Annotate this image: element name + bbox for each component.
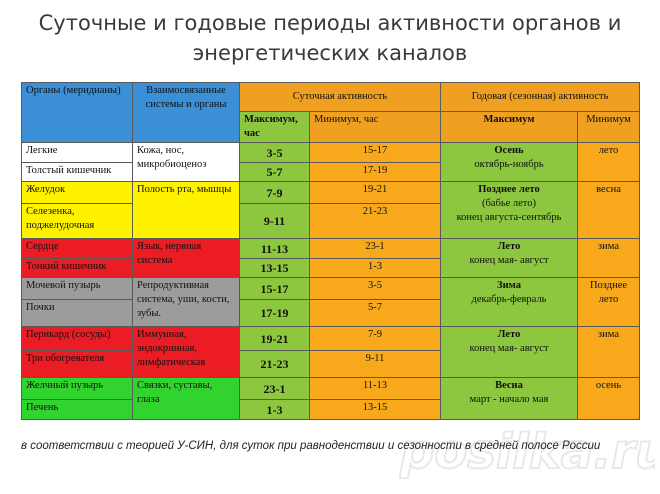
season-name: Весна xyxy=(495,380,523,391)
season-name: Лето xyxy=(497,241,521,252)
daily-min-cell: 23-1 xyxy=(309,238,441,259)
table-row: Желчный пузырь Связки, суставы, глаза 23-1… xyxy=(21,377,640,420)
table-row: Селезенка, поджелудочная 9-11 21-23 xyxy=(21,203,640,239)
daily-min-cell: 11-13 xyxy=(309,377,441,400)
daily-max-cell: 1-3 xyxy=(239,399,310,420)
season-max-cell: Позднее лето (бабье лето) конец августа-се… xyxy=(440,181,578,239)
header-organs: Органы (меридианы) xyxy=(21,82,133,143)
table-row: Три обогревателя 21-23 9-11 xyxy=(21,350,640,378)
daily-min-cell: 9-11 xyxy=(309,350,441,378)
activity-table-body: Органы (меридианы) Взаимосвязанные систе… xyxy=(21,82,640,420)
organ-cell: Три обогревателя xyxy=(21,350,133,378)
daily-min-cell: 13-15 xyxy=(309,399,441,420)
title-line-2: энергетических каналов xyxy=(192,41,468,65)
activity-table: Органы (меридианы) Взаимосвязанные систе… xyxy=(21,82,640,420)
related-systems-cell: Связки, суставы, глаза xyxy=(132,377,240,420)
season-min-cell: зима xyxy=(577,326,640,378)
daily-min-cell: 5-7 xyxy=(309,299,441,327)
season-range: октябрь-ноябрь xyxy=(474,159,544,170)
season-min-cell: осень xyxy=(577,377,640,420)
daily-max-cell: 7-9 xyxy=(239,181,310,204)
organ-cell: Перикард (сосуды) xyxy=(21,326,133,351)
header-daily-max: Максимум, час xyxy=(239,111,310,143)
season-range: конец мая- август xyxy=(469,343,549,354)
header-daily-min: Минимум, час xyxy=(309,111,441,143)
related-systems-cell: Репродуктивная система, уши, кости, зубы… xyxy=(132,277,240,327)
page-title: Суточные и годовые периоды активности ор… xyxy=(0,8,660,68)
season-range: конец августа-сентябрь xyxy=(456,212,562,223)
season-min-cell: лето xyxy=(577,142,640,182)
daily-min-cell: 1-3 xyxy=(309,258,441,278)
table-row: Легкие Кожа, нос, микробиоценоз 3-5 15-17 Ос… xyxy=(21,142,640,182)
season-min-cell: зима xyxy=(577,238,640,278)
season-name: Зима xyxy=(497,280,521,291)
daily-max-cell: 21-23 xyxy=(239,350,310,378)
watermark-text: posilka.ru xyxy=(399,424,655,480)
season-range: декабрь-февраль xyxy=(471,294,547,305)
season-range: конец мая- август xyxy=(469,255,549,266)
season-min-cell: весна xyxy=(577,181,640,239)
table-row: Желудок Полость рта, мышцы 7-9 19-21 Позднее… xyxy=(21,181,640,239)
related-systems-cell: Кожа, нос, микробиоценоз xyxy=(132,142,240,182)
footer-note: в соответствии с теорией У-СИН, для суто… xyxy=(21,440,601,452)
related-systems-cell: Полость рта, мышцы xyxy=(132,181,240,239)
daily-max-cell: 11-13 xyxy=(239,238,310,259)
organ-cell: Легкие xyxy=(21,142,133,163)
daily-max-cell: 9-11 xyxy=(239,203,310,239)
daily-min-cell: 7-9 xyxy=(309,326,441,351)
watermark-logo: posilka.ru xyxy=(398,423,655,481)
season-name: Лето xyxy=(497,329,521,340)
organ-cell: Желчный пузырь xyxy=(21,377,133,400)
table-row: Печень 1-3 13-15 xyxy=(21,399,640,420)
organ-cell: Печень xyxy=(21,399,133,420)
season-max-cell: Лето конец мая- август xyxy=(440,238,578,278)
header-daily: Суточная активность xyxy=(239,82,441,112)
daily-max-cell: 15-17 xyxy=(239,277,310,300)
organ-cell: Тонкий кишечник xyxy=(21,258,133,278)
season-max-cell: Осень октябрь-ноябрь xyxy=(440,142,578,182)
title-line-1: Суточные и годовые периоды активности ор… xyxy=(38,11,622,35)
daily-max-cell: 3-5 xyxy=(239,142,310,163)
header-yearly-max: Максимум xyxy=(440,111,578,143)
organ-cell: Мочевой пузырь xyxy=(21,277,133,300)
organ-cell: Селезенка, поджелудочная xyxy=(21,203,133,239)
season-min-cell: Позднее лето xyxy=(577,277,640,327)
header-yearly: Годовая (сезонная) активность xyxy=(440,82,640,112)
organ-cell: Толстый кишечник xyxy=(21,162,133,182)
daily-max-cell: 17-19 xyxy=(239,299,310,327)
table-row: Почки 17-19 5-7 xyxy=(21,299,640,327)
related-systems-cell: Язык, нервная система xyxy=(132,238,240,278)
season-name: Позднее лето xyxy=(478,184,540,195)
table-row: Перикард (сосуды) Иммунная, эндокринная, … xyxy=(21,326,640,378)
daily-min-cell: 21-23 xyxy=(309,203,441,239)
daily-max-cell: 19-21 xyxy=(239,326,310,351)
organ-cell: Почки xyxy=(21,299,133,327)
daily-min-cell: 15-17 xyxy=(309,142,441,163)
daily-min-cell: 3-5 xyxy=(309,277,441,300)
season-extra: (бабье лето) xyxy=(481,198,536,209)
organ-cell: Сердце xyxy=(21,238,133,259)
season-max-cell: Весна март - начало мая xyxy=(440,377,578,420)
daily-max-cell: 23-1 xyxy=(239,377,310,400)
daily-min-cell: 17-19 xyxy=(309,162,441,182)
table-row: Мочевой пузырь Репродуктивная система, уш… xyxy=(21,277,640,327)
season-range: март - начало мая xyxy=(469,394,549,405)
header-yearly-min: Минимум xyxy=(577,111,640,143)
daily-max-cell: 13-15 xyxy=(239,258,310,278)
daily-max-cell: 5-7 xyxy=(239,162,310,182)
table-row: Сердце Язык, нервная система 11-13 23-1 Лето… xyxy=(21,238,640,278)
organ-cell: Желудок xyxy=(21,181,133,204)
related-systems-cell: Иммунная, эндокринная, лимфатическая xyxy=(132,326,240,378)
header-related: Взаимосвязанные системы и органы xyxy=(132,82,240,143)
table-row: Тонкий кишечник 13-15 1-3 xyxy=(21,258,640,278)
season-max-cell: Зима декабрь-февраль xyxy=(440,277,578,327)
season-max-cell: Лето конец мая- август xyxy=(440,326,578,378)
season-name: Осень xyxy=(494,145,524,156)
daily-min-cell: 19-21 xyxy=(309,181,441,204)
